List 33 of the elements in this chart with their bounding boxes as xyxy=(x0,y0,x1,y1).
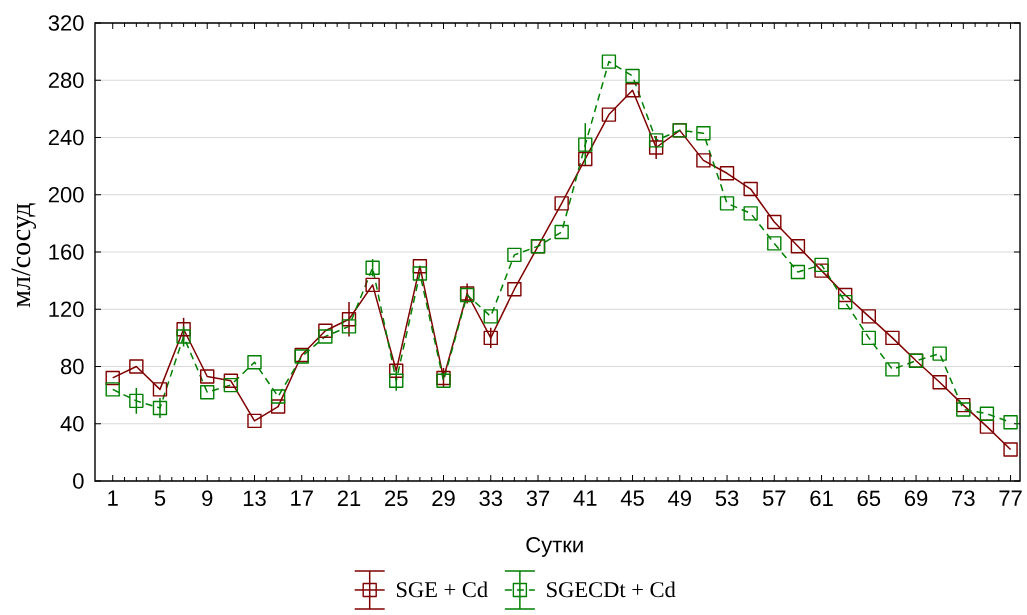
y-tick-label: 240 xyxy=(48,129,84,146)
x-tick-label: 65 xyxy=(857,490,881,507)
x-tick-label: 37 xyxy=(526,490,550,507)
x-tick-label: 41 xyxy=(573,490,597,506)
x-tick-label: 17 xyxy=(291,490,313,506)
y-tick-label: 80 xyxy=(60,358,84,375)
x-tick-label: 9 xyxy=(202,490,213,507)
x-tick-label: 25 xyxy=(385,490,408,507)
x-tick-label: 5 xyxy=(154,490,166,506)
x-axis-title: Сутки xyxy=(526,536,583,557)
y-axis-title: мл/сосуд xyxy=(11,203,37,308)
y-tick-label: 320 xyxy=(48,15,84,31)
x-tick-label: 57 xyxy=(762,490,786,506)
x-tick-label: 29 xyxy=(432,490,455,507)
legend-label: SGECDt + Cd xyxy=(547,581,676,598)
y-tick-label: 40 xyxy=(60,415,84,432)
x-tick-label: 33 xyxy=(479,490,503,507)
x-tick-label: 73 xyxy=(952,490,975,507)
y-tick-label: 160 xyxy=(49,244,84,260)
x-tick-label: 45 xyxy=(620,490,644,506)
x-tick-label: 1 xyxy=(108,490,118,506)
x-tick-label: 53 xyxy=(715,490,739,507)
x-tick-label: 21 xyxy=(337,490,361,506)
y-tick-label: 280 xyxy=(48,72,84,89)
x-tick-label: 49 xyxy=(668,490,691,507)
y-tick-label: 0 xyxy=(73,473,84,489)
x-tick-label: 69 xyxy=(904,490,928,507)
x-tick-label: 61 xyxy=(810,490,833,507)
y-tick-label: 200 xyxy=(48,186,84,203)
legend-label: SGE + Cd xyxy=(396,581,488,598)
y-tick-label: 120 xyxy=(49,301,84,318)
x-tick-label: 13 xyxy=(243,490,266,507)
x-tick-label: 77 xyxy=(999,490,1022,506)
